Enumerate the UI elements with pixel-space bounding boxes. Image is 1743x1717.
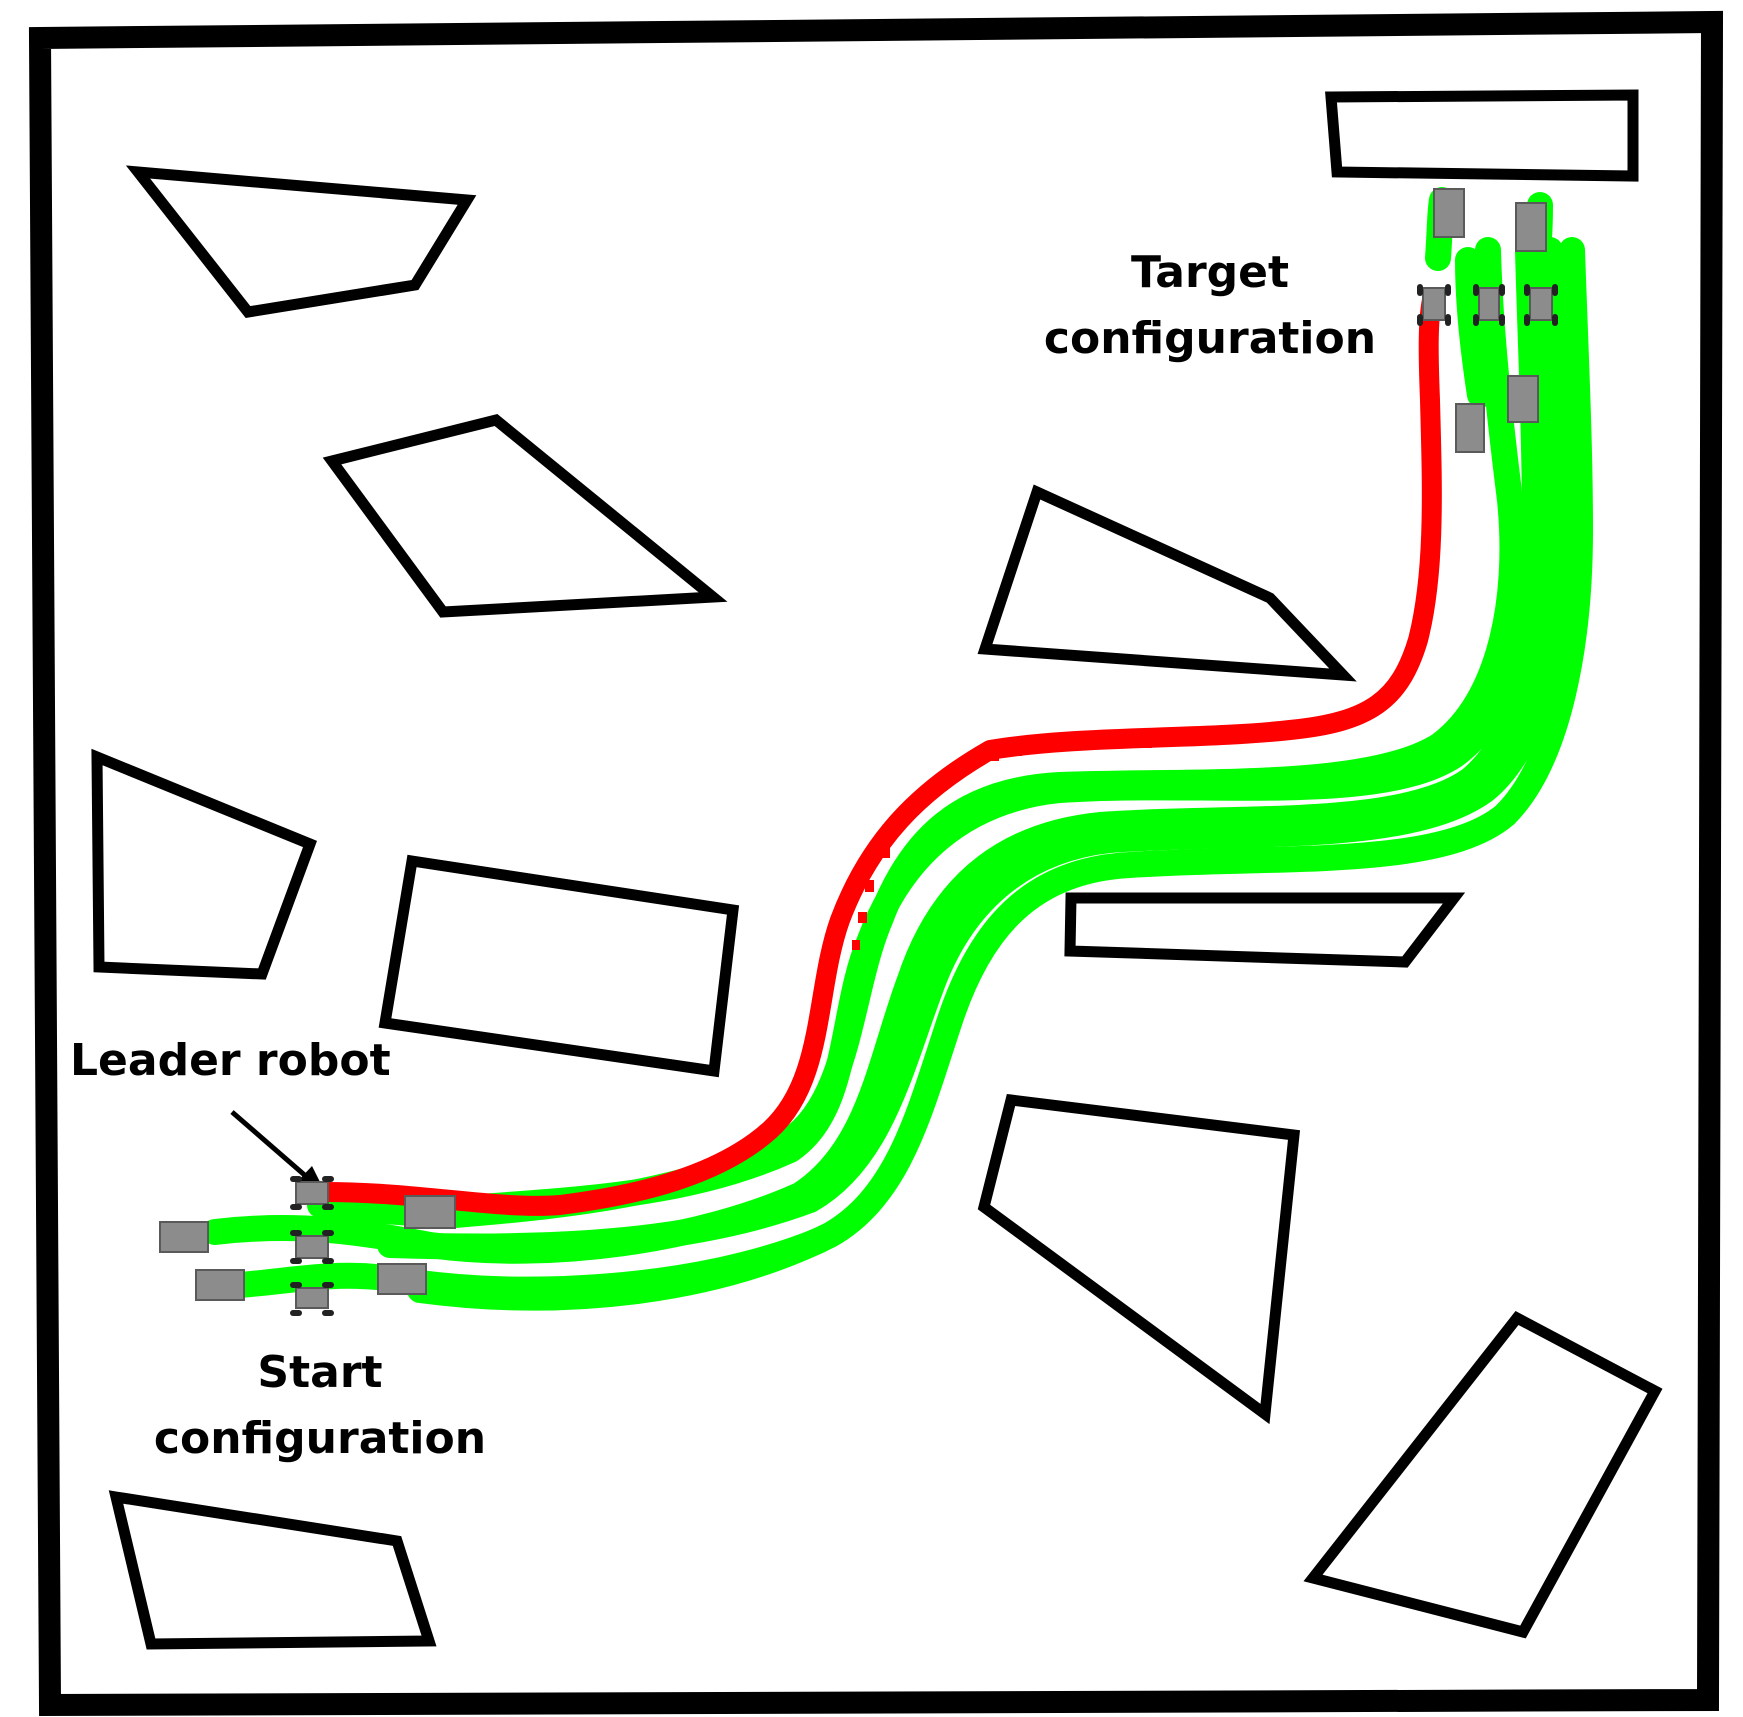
- follower-path: [227, 1227, 833, 1303]
- leader-trajectory: [315, 290, 1442, 1216]
- robot-icon: [1478, 287, 1500, 321]
- fragment: [852, 940, 860, 950]
- obstacle: [1303, 1310, 1663, 1639]
- start-label-line2: configuration: [153, 1413, 487, 1464]
- robot-icon: [1515, 202, 1547, 252]
- follower-path: [397, 237, 1548, 1225]
- target-label-line1: Target: [1130, 247, 1290, 298]
- follower-path: [442, 237, 1526, 1228]
- fragment: [1010, 748, 1022, 756]
- robot-icon: [159, 1221, 209, 1253]
- robot-icon: [1455, 403, 1485, 453]
- obstacle: [977, 484, 1357, 682]
- leader-overlap-fragments: [852, 738, 1152, 950]
- obstacle: [1325, 89, 1639, 182]
- robot-icon: [195, 1269, 245, 1301]
- robot-icon: [1529, 287, 1553, 321]
- robot-icon: [295, 1181, 329, 1205]
- robot-icon: [295, 1235, 329, 1259]
- fragment: [880, 848, 890, 858]
- fragment: [858, 912, 867, 923]
- robot-icon: [1422, 287, 1446, 321]
- follower-trajectories: [202, 187, 1593, 1311]
- obstacle: [108, 1490, 437, 1650]
- environment-boundary: [28, 10, 1724, 1717]
- robot-icon: [1507, 375, 1539, 423]
- target-configuration-label: Target configuration: [1020, 240, 1400, 372]
- fragment: [1140, 740, 1152, 748]
- obstacle: [91, 748, 318, 980]
- start-label-line1: Start: [257, 1347, 383, 1398]
- start-configuration-label: Start configuration: [130, 1340, 510, 1472]
- fragment: [1058, 738, 1078, 750]
- robot-icon: [295, 1287, 329, 1309]
- obstacle: [378, 854, 740, 1078]
- leader-arrow: [230, 1110, 325, 1192]
- arrow-icon: [230, 1110, 310, 1180]
- obstacle: [322, 413, 728, 618]
- obstacle: [977, 1093, 1301, 1425]
- fragment: [865, 880, 874, 892]
- robot-icon: [404, 1195, 456, 1229]
- robot-icon: [1433, 188, 1465, 238]
- robot-wheels: [290, 284, 1558, 1316]
- leader-robot-label: Leader robot: [70, 1035, 391, 1086]
- follower-path: [202, 517, 1558, 1264]
- robot-icon: [377, 1263, 427, 1295]
- obstacle: [1064, 892, 1466, 968]
- obstacles: [91, 89, 1663, 1650]
- robots: [159, 188, 1553, 1309]
- obstacle: [125, 165, 477, 318]
- follower-path: [1455, 247, 1493, 408]
- leader-path: [315, 290, 1442, 1216]
- target-label-line2: configuration: [1043, 313, 1377, 364]
- fragment: [1085, 740, 1099, 749]
- fragment: [985, 752, 999, 761]
